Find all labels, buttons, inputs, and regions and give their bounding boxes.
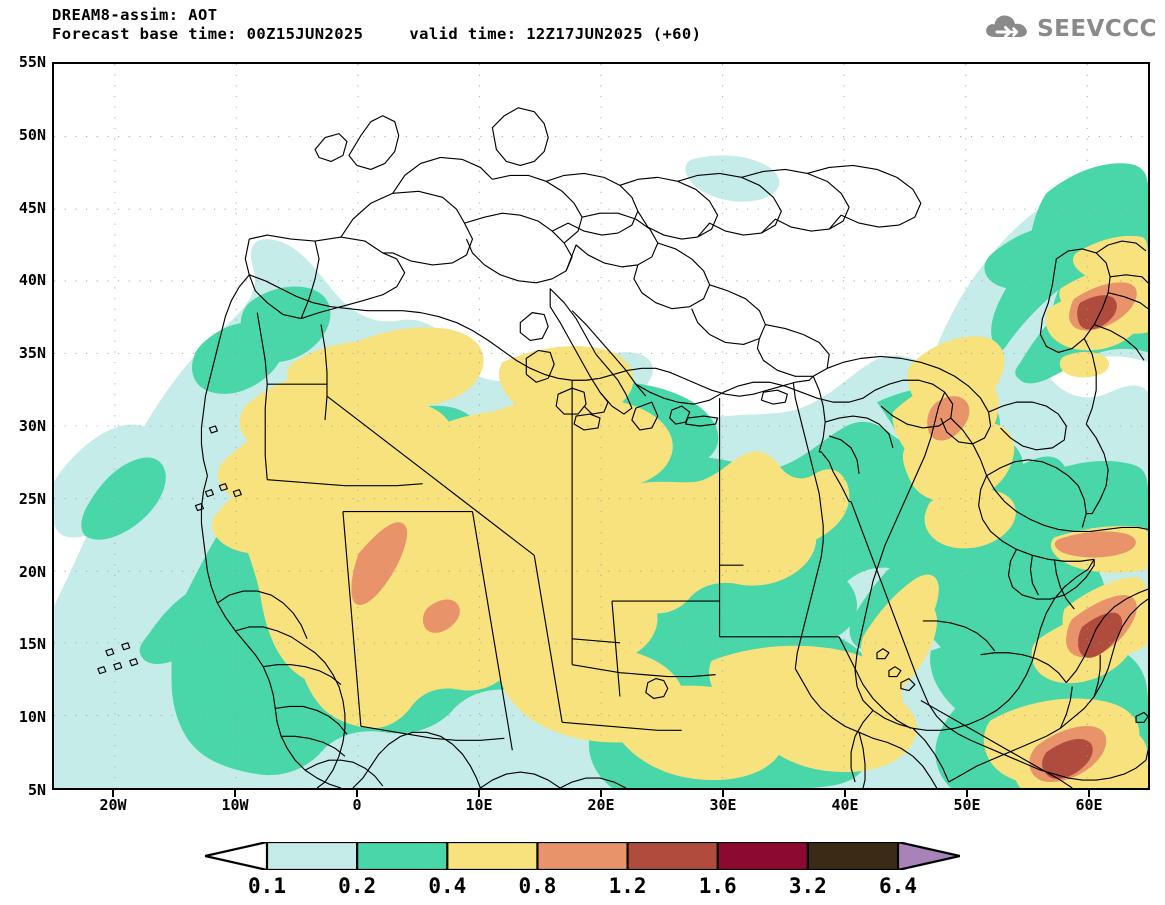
x-tick-label: 30E [709, 796, 737, 814]
y-tick-label: 30N [18, 417, 46, 435]
x-tick-label: 10E [465, 796, 493, 814]
map-plot-area [52, 62, 1150, 790]
forecast-valid-time: valid time: 12Z17JUN2025 (+60) [409, 25, 702, 43]
aot-band-1.2-1.6 [1042, 295, 1123, 779]
aot-contour-map [54, 64, 1148, 788]
grid-dots [54, 64, 1148, 788]
x-tick-label: 50E [953, 796, 981, 814]
colorbar-swatches [205, 842, 960, 870]
x-tick-label: 40E [831, 796, 859, 814]
colorbar-tick-label: 3.2 [788, 874, 827, 898]
colorbar-cell-purple [898, 842, 960, 870]
header: DREAM8-assim: AOT Forecast base time: 00… [52, 6, 952, 44]
colorbar-cell-dark-crimson [717, 842, 808, 870]
cloud-icon [984, 12, 1030, 46]
colorbar-tick-label: 0.1 [248, 874, 286, 898]
colorbar-cell-teal-green [357, 842, 448, 870]
y-tick-label: 50N [18, 125, 46, 144]
colorbar-tick-label: 1.6 [698, 874, 737, 898]
coastlines-and-borders [97, 107, 1148, 788]
colorbar: 0.1 0.2 0.4 0.8 1.2 1.6 3.2 6.4 [0, 840, 1165, 902]
colorbar-cell-white [205, 842, 267, 870]
colorbar-tick-label: 0.2 [338, 874, 377, 898]
y-tick-label: 20N [18, 562, 46, 581]
colorbar-tick-label: 0.8 [518, 874, 557, 898]
forecast-time-line: Forecast base time: 00Z15JUN2025 valid ti… [52, 25, 952, 44]
y-tick-label: 40N [18, 271, 46, 290]
x-tick-label: 0 [352, 796, 362, 814]
colorbar-cell-yellow [447, 842, 538, 870]
y-tick-label: 55N [18, 53, 46, 71]
colorbar-tick-label: 0.4 [428, 874, 467, 898]
y-tick-label: 35N [18, 344, 46, 363]
colorbar-cell-salmon [537, 842, 628, 870]
x-tick-label: 20E [587, 796, 615, 814]
forecast-base-time: Forecast base time: 00Z15JUN2025 [52, 25, 364, 43]
logo-text: SEEVCCC [1037, 16, 1157, 42]
x-tick-label: 20W [99, 796, 127, 814]
x-tick-label: 60E [1075, 796, 1103, 814]
y-axis-ticks [54, 64, 1148, 788]
aot-band-0.4-0.8 [211, 235, 1148, 788]
y-tick-label: 45N [18, 198, 46, 217]
seevccc-logo: SEEVCCC [984, 12, 1157, 46]
y-tick-label: 15N [18, 635, 46, 654]
y-tick-label: 5N [27, 781, 46, 799]
y-tick-label: 25N [18, 489, 46, 508]
colorbar-cell-brick-red [627, 842, 718, 870]
model-title: DREAM8-assim: AOT [52, 6, 218, 24]
x-tick-label: 10W [221, 796, 249, 814]
colorbar-cell-light-cyan [267, 842, 358, 870]
colorbar-tick-label: 6.4 [879, 874, 917, 898]
colorbar-cell-dark-brown [807, 842, 898, 870]
colorbar-tick-label: 1.2 [608, 874, 647, 898]
y-tick-label: 10N [18, 708, 46, 727]
